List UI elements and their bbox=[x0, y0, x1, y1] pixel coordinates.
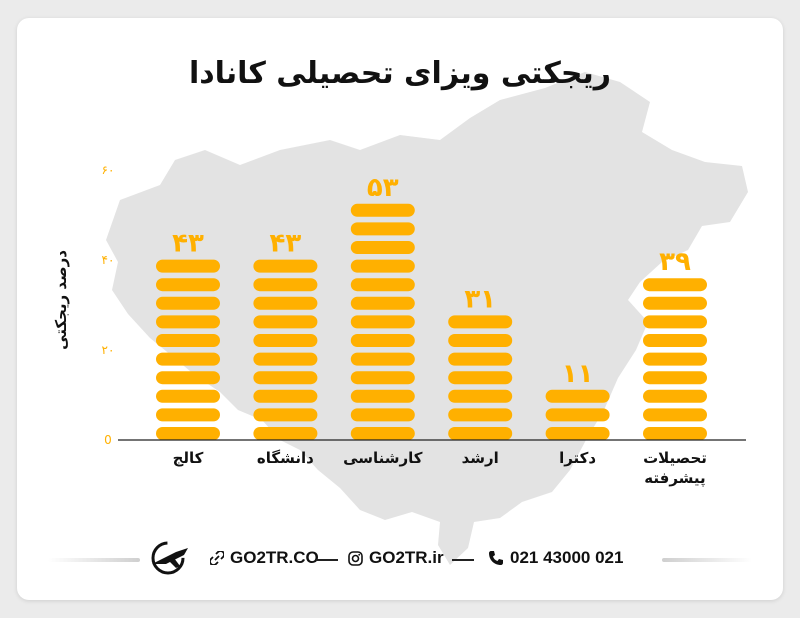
footer-instagram[interactable]: GO2TR.ir bbox=[348, 548, 444, 568]
footer-separator bbox=[452, 559, 474, 561]
bar-segment bbox=[156, 408, 220, 422]
bar-segment bbox=[156, 259, 220, 273]
bar-segment bbox=[253, 334, 318, 347]
bar-segment bbox=[643, 315, 707, 329]
bar-segment bbox=[156, 352, 220, 366]
y-tick-label: ۲۰ bbox=[102, 343, 115, 357]
bar-segment bbox=[448, 334, 513, 347]
phone-icon bbox=[488, 550, 504, 566]
category-label: ارشد bbox=[462, 449, 499, 467]
bar-segment bbox=[448, 315, 513, 329]
bar-segment bbox=[350, 334, 415, 347]
bar-segment bbox=[156, 315, 220, 329]
category-label: دانشگاه bbox=[257, 449, 314, 467]
bar-segment bbox=[350, 371, 415, 385]
y-axis-label: درصد ریجکتی bbox=[52, 250, 70, 350]
instagram-icon bbox=[348, 550, 363, 566]
bar-segment bbox=[448, 352, 513, 366]
instagram-text: GO2TR.ir bbox=[369, 548, 444, 567]
bar-segment bbox=[643, 352, 707, 366]
bar-segment bbox=[350, 241, 415, 254]
category-label: تحصیلات پیشرفته bbox=[643, 449, 707, 488]
bar-segment bbox=[253, 427, 318, 440]
bar-segment bbox=[156, 427, 220, 440]
bar-segment bbox=[156, 296, 220, 310]
bar-segment bbox=[350, 427, 415, 440]
phone-text: 021 43000 021 bbox=[510, 548, 624, 567]
bar-segment bbox=[448, 408, 513, 422]
bar-segment bbox=[350, 352, 415, 366]
footer: GO2TR.CO GO2TR.ir 021 43000 021 bbox=[0, 540, 800, 580]
footer-divider-left bbox=[48, 558, 140, 562]
bar-segment bbox=[643, 296, 707, 310]
bar bbox=[545, 389, 610, 440]
bar-segment bbox=[156, 278, 220, 292]
bar bbox=[643, 278, 707, 440]
airplane-logo-icon bbox=[146, 538, 194, 582]
background-map bbox=[106, 72, 748, 565]
bar-segment bbox=[253, 278, 318, 292]
bar-segment bbox=[350, 389, 415, 403]
footer-phone[interactable]: 021 43000 021 bbox=[488, 548, 623, 568]
bar-segment bbox=[253, 315, 318, 329]
bar-segment bbox=[545, 408, 610, 422]
bar-segment bbox=[643, 427, 707, 440]
bar-segment bbox=[253, 259, 318, 273]
value-label: ۴۳ bbox=[270, 229, 302, 259]
bar-segment bbox=[253, 408, 318, 422]
bar-segment bbox=[156, 371, 220, 385]
bar-segment bbox=[643, 408, 707, 422]
bar-segment bbox=[350, 203, 415, 217]
bar-segment bbox=[643, 278, 707, 292]
value-label: ۳۹ bbox=[659, 247, 691, 277]
bar-segment bbox=[448, 371, 513, 385]
bar-segment bbox=[545, 427, 610, 440]
bar bbox=[448, 315, 513, 440]
bar-segment bbox=[253, 352, 318, 366]
y-tick-label: 0 bbox=[104, 433, 112, 447]
bar-segment bbox=[253, 389, 318, 403]
category-label: کارشناسی bbox=[343, 449, 423, 467]
value-label: ۵۳ bbox=[367, 173, 399, 203]
bar-segment bbox=[643, 334, 707, 347]
bar bbox=[253, 259, 318, 440]
bar-segment bbox=[350, 408, 415, 422]
bar-segment bbox=[350, 222, 415, 236]
y-tick-label: ۴۰ bbox=[102, 253, 115, 267]
bar-segment bbox=[253, 371, 318, 385]
category-label: دکترا bbox=[559, 449, 596, 467]
bar-segment bbox=[350, 296, 415, 310]
website-text: GO2TR.CO bbox=[230, 548, 319, 567]
bar-segment bbox=[156, 389, 220, 403]
footer-divider-right bbox=[662, 558, 752, 562]
bar-segment bbox=[253, 296, 318, 310]
bar-segment bbox=[156, 334, 220, 347]
bar-segment bbox=[448, 389, 513, 403]
bar-segment bbox=[448, 427, 513, 440]
footer-website[interactable]: GO2TR.CO bbox=[210, 548, 319, 568]
y-tick-label: ۶۰ bbox=[102, 163, 115, 177]
bar-segment bbox=[643, 371, 707, 385]
link-icon bbox=[210, 551, 224, 565]
bar-segment bbox=[350, 315, 415, 329]
bar bbox=[156, 259, 220, 440]
value-label: ۴۳ bbox=[172, 229, 204, 259]
footer-separator bbox=[316, 559, 338, 561]
chart-title: ریجکتی ویزای تحصیلی کانادا bbox=[188, 56, 612, 91]
bar-segment bbox=[643, 389, 707, 403]
category-label: کالج bbox=[173, 449, 204, 467]
value-label: ۳۱ bbox=[464, 284, 496, 314]
bar-segment bbox=[545, 389, 610, 403]
bar-segment bbox=[350, 278, 415, 292]
bar bbox=[350, 203, 415, 440]
value-label: ۱۱ bbox=[562, 359, 594, 389]
bar-segment bbox=[350, 259, 415, 273]
